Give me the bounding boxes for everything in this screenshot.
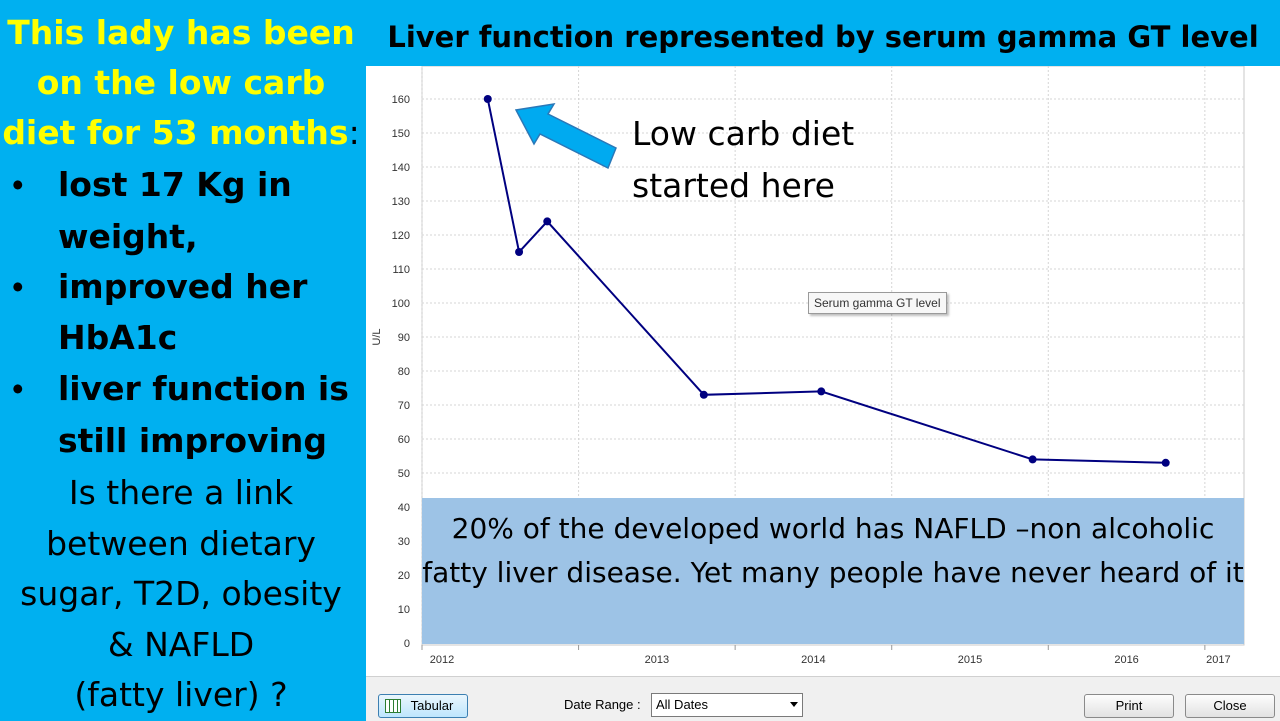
side-panel — [0, 0, 362, 720]
callout-text: Low carb diet started here — [632, 108, 854, 212]
x-tick-label: 2016 — [1114, 654, 1138, 666]
chevron-down-icon — [790, 702, 798, 707]
x-tick-label: 2013 — [645, 654, 669, 666]
tabular-button[interactable]: Tabular — [378, 694, 468, 718]
y-tick-label: 120 — [392, 230, 410, 242]
callout-line-1: Low carb diet — [632, 114, 855, 153]
date-range-label: Date Range : — [564, 697, 641, 712]
x-tick-label: 2015 — [958, 654, 982, 666]
bullet-1-line-2: weight, — [58, 217, 198, 256]
question-line-2: between dietary — [46, 524, 316, 563]
y-axis-label: U/L — [371, 328, 383, 345]
series-tooltip: Serum gamma GT level — [808, 292, 947, 314]
y-tick-label: 70 — [398, 400, 410, 412]
arrow-icon — [514, 103, 617, 170]
data-point — [515, 248, 524, 256]
y-tick-label: 60 — [398, 434, 410, 446]
data-point — [483, 95, 492, 103]
y-tick-label: 30 — [398, 536, 410, 548]
question-line-3: sugar, T2D, obesity — [20, 574, 342, 613]
info-box — [422, 498, 1244, 644]
bullet-dot: • — [12, 166, 24, 203]
heading-line-1: This lady has been — [7, 13, 355, 52]
x-tick-label: 2014 — [801, 654, 825, 666]
title-bar — [366, 8, 1280, 66]
heading-line-2: on the low carb — [36, 63, 326, 102]
y-tick-label: 100 — [392, 298, 410, 310]
bullet-1-line-1: lost 17 Kg in — [58, 165, 292, 204]
callout-line-2: started here — [632, 166, 835, 205]
data-point — [817, 387, 826, 396]
y-tick-label: 40 — [398, 502, 410, 514]
question-line-4: & NAFLD — [107, 625, 255, 664]
y-tick-label: 160 — [392, 94, 410, 106]
bullet-dot: • — [12, 268, 24, 305]
y-tick-label: 140 — [392, 162, 410, 174]
tabular-button-label: Tabular — [410, 698, 454, 713]
y-tick-label: 80 — [398, 366, 410, 378]
y-tick-label: 0 — [404, 638, 410, 650]
chart-title: Liver function represented by serum gamm… — [387, 20, 1259, 54]
question-line-1: Is there a link — [68, 473, 294, 512]
date-range-select[interactable]: All Dates — [651, 693, 803, 717]
bullet-2-line-1: improved her — [58, 267, 308, 306]
data-point — [699, 390, 708, 399]
info-box-text: 20% of the developed world has NAFLD –no… — [422, 512, 1244, 589]
data-point — [1161, 458, 1170, 467]
x-tick-label: 2017 — [1206, 654, 1230, 666]
heading-line-3-text: diet for 53 months — [2, 113, 349, 152]
y-tick-label: 150 — [392, 128, 410, 140]
y-tick-label: 110 — [392, 264, 410, 276]
y-tick-label: 20 — [398, 570, 410, 582]
y-tick-label: 50 — [398, 468, 410, 480]
bullet-dot: • — [12, 370, 24, 407]
bullet-3-line-2: still improving — [58, 421, 328, 460]
bullet-2-line-2: HbA1c — [58, 318, 178, 357]
close-button[interactable]: Close — [1185, 694, 1275, 718]
x-tick-label: 2012 — [430, 654, 454, 666]
data-point — [1028, 455, 1037, 464]
heading-line-3: diet for 53 months: — [0, 108, 362, 158]
y-tick-label: 90 — [398, 332, 410, 344]
table-grid-icon — [385, 699, 401, 713]
date-range-value: All Dates — [656, 697, 709, 712]
heading-colon: : — [348, 113, 360, 152]
data-point — [543, 217, 552, 226]
y-tick-label: 10 — [398, 604, 410, 616]
y-tick-label: 130 — [392, 196, 410, 208]
bullet-3-line-1: liver function is — [58, 369, 349, 408]
print-button[interactable]: Print — [1084, 694, 1174, 718]
question-line-5: (fatty liver) ? — [74, 675, 288, 714]
